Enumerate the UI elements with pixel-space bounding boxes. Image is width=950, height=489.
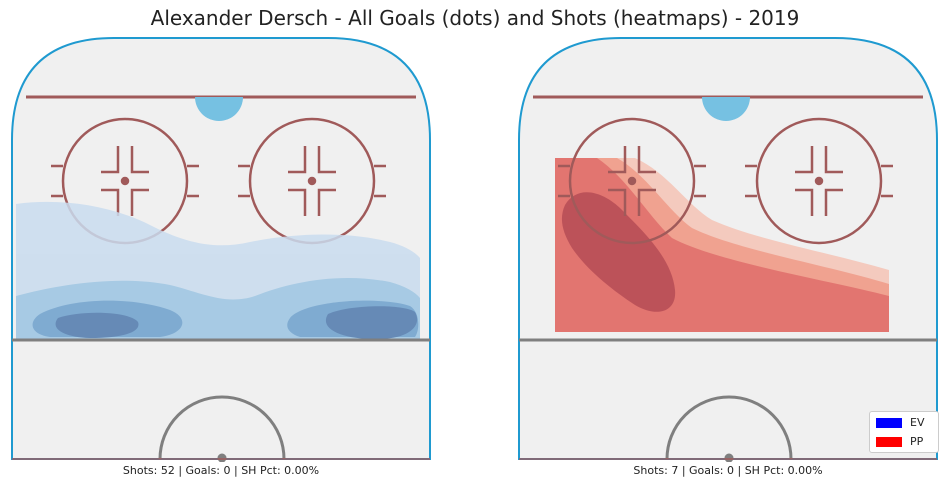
ev-heatmap <box>16 201 420 340</box>
legend-item-ev: EV <box>876 414 938 431</box>
faceoff-circle-left <box>558 117 706 245</box>
goal-crease <box>195 97 243 121</box>
panel-caption-ev: Shots: 52 | Goals: 0 | SH Pct: 0.00% <box>122 464 320 477</box>
legend-swatch-pp <box>876 436 902 447</box>
goal-crease <box>702 97 750 121</box>
panel-caption-pp: Shots: 7 | Goals: 0 | SH Pct: 0.00% <box>633 464 823 477</box>
legend-label-ev: EV <box>910 416 925 429</box>
heatmap-level-4 <box>561 192 676 312</box>
faceoff-circle-right <box>745 117 893 245</box>
legend-item-pp: PP <box>876 433 938 450</box>
rink-panel-pp <box>518 37 938 462</box>
faceoff-circle-left <box>51 117 199 245</box>
heatmap-level-4 <box>55 306 418 340</box>
chart-title: Alexander Dersch - All Goals (dots) and … <box>150 6 800 30</box>
legend-swatch-ev <box>876 417 902 428</box>
rink-panel-ev <box>11 37 431 462</box>
legend-label-pp: PP <box>910 435 924 448</box>
legend: EV PP <box>869 411 939 453</box>
